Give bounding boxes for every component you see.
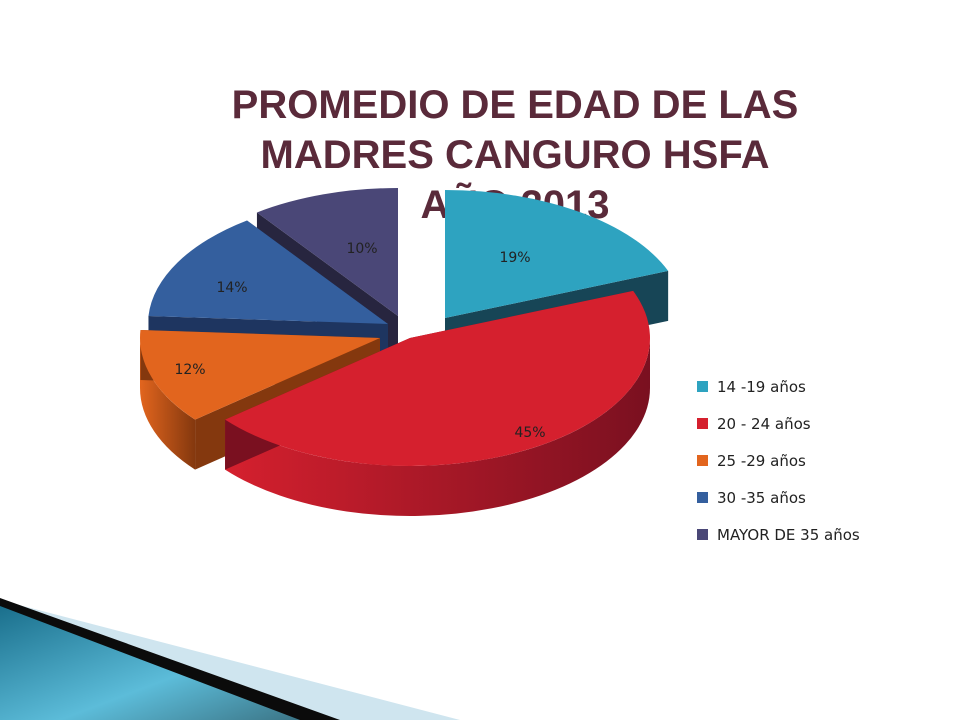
pie-data-label: 14% xyxy=(216,280,247,296)
legend-swatch xyxy=(697,529,708,540)
pie-data-label: 19% xyxy=(499,250,530,266)
pie-slice xyxy=(225,290,650,516)
legend-label: MAYOR DE 35 años xyxy=(717,525,860,544)
legend-item: MAYOR DE 35 años xyxy=(697,516,860,553)
legend-item: 25 -29 años xyxy=(697,442,860,479)
legend-label: 20 - 24 años xyxy=(717,414,811,433)
title-line-1: PROMEDIO DE EDAD DE LAS xyxy=(231,83,799,127)
pie-data-label: 10% xyxy=(346,241,377,257)
legend-swatch xyxy=(697,455,708,466)
pie-data-label: 12% xyxy=(174,362,205,378)
chart-legend: 14 -19 años 20 - 24 años 25 -29 años 30 … xyxy=(697,368,860,553)
legend-swatch xyxy=(697,418,708,429)
swoosh-blue-band xyxy=(0,606,300,720)
title-line-2: MADRES CANGURO HSFA xyxy=(260,133,770,177)
legend-item: 20 - 24 años xyxy=(697,405,860,442)
legend-item: 14 -19 años xyxy=(697,368,860,405)
legend-swatch xyxy=(697,492,708,503)
legend-item: 30 -35 años xyxy=(697,479,860,516)
pie-data-label: 45% xyxy=(514,425,545,441)
legend-label: 30 -35 años xyxy=(717,488,806,507)
legend-swatch xyxy=(697,381,708,392)
legend-label: 25 -29 años xyxy=(717,451,806,470)
legend-label: 14 -19 años xyxy=(717,377,806,396)
